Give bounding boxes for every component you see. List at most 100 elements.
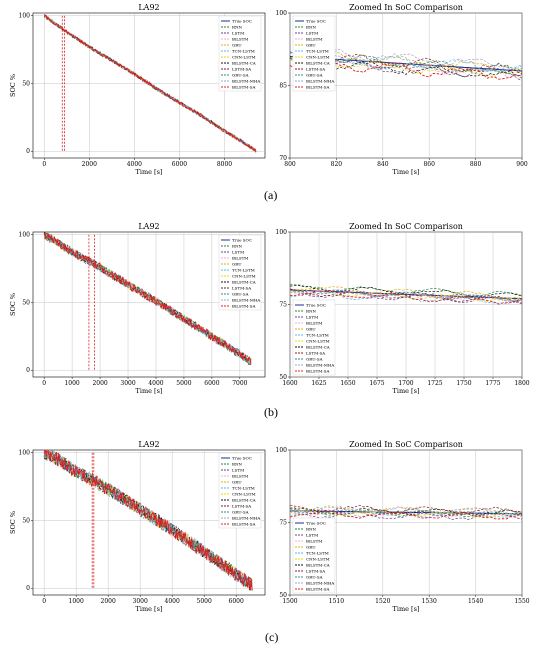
legend-label: BiLSTM-CA	[306, 60, 330, 65]
legend-label: LSTM	[306, 314, 318, 319]
x-tick-label: 1750	[456, 380, 471, 387]
x-tick-label: 4000	[148, 380, 163, 387]
y-tick-label: 50	[22, 299, 30, 306]
x-tick-label: 1000	[64, 380, 79, 387]
legend-label: BiLSTM	[306, 320, 322, 325]
legend-label: RNN	[232, 461, 243, 466]
y-tick-label: 100	[276, 10, 288, 17]
series-line-bilstm-ca	[290, 56, 522, 78]
legend-label: BiLSTM	[306, 36, 322, 41]
x-tick-label: 0	[42, 598, 46, 605]
x-tick-label: 1540	[468, 598, 483, 605]
legend-label: BiLSTM-MHA	[306, 362, 334, 367]
x-tick-label: 7000	[232, 380, 247, 387]
legend-label: BiLSTM-SA	[232, 84, 255, 89]
series-group	[290, 283, 522, 305]
x-axis-label: Time [s]	[393, 168, 420, 176]
legend-label: LSTM-SA	[232, 285, 251, 290]
series-group	[43, 232, 252, 366]
x-tick-label: 1550	[514, 598, 529, 605]
chart-title: Zoomed In SoC Comparison	[349, 3, 463, 12]
legend-label: GRU-SA	[306, 356, 323, 361]
series-line-bilstm-ca	[290, 507, 522, 516]
x-tick-label: 2000	[101, 598, 116, 605]
x-tick-label: 820	[331, 161, 343, 168]
chart-title: LA92	[138, 440, 159, 449]
x-tick-label: 1700	[398, 380, 413, 387]
legend-label: True SOC	[306, 520, 326, 525]
x-tick-label: 840	[377, 161, 389, 168]
x-tick-label: 6000	[172, 161, 187, 168]
legend-label: BiLSTM-SA	[306, 368, 329, 373]
series-line-lstm-sa	[290, 51, 522, 74]
series-line-bilstm-mha	[43, 235, 252, 365]
legend-label: BiLSTM	[232, 473, 248, 478]
x-tick-label: 0	[42, 380, 46, 387]
x-tick-label: 1510	[329, 598, 344, 605]
legend-label: True SOC	[306, 18, 326, 23]
series-line-bilstm-sa	[43, 450, 253, 591]
legend-label: True SOC	[232, 18, 252, 23]
caption-c: (c)	[265, 630, 279, 644]
x-axis-label: Time [s]	[136, 168, 163, 176]
chart-title: Zoomed In SoC Comparison	[349, 222, 463, 231]
legend-label: BiLSTM-MHA	[232, 78, 260, 83]
x-tick-label: 1000	[69, 598, 84, 605]
legend-label: GRU	[232, 261, 242, 266]
series-line-bilstm	[290, 510, 522, 518]
legend-label: BiLSTM	[232, 36, 248, 41]
legend-label: RNN	[232, 243, 243, 248]
legend-label: TCN-LSTM	[306, 48, 329, 53]
series-line-lstm	[290, 55, 522, 81]
x-tick-label: 1625	[311, 380, 326, 387]
y-tick-label: 75	[279, 520, 287, 527]
x-axis-label: Time [s]	[136, 387, 163, 395]
y-tick-label: 100	[19, 232, 31, 239]
x-tick-label: 4000	[165, 598, 180, 605]
series-line-gru	[290, 51, 522, 74]
legend-box	[218, 452, 262, 529]
legend: True SOCRNNLSTMBiLSTMGRUTCN-LSTMCNN-LSTM…	[292, 15, 336, 92]
x-tick-label: 1500	[282, 598, 297, 605]
series-group	[290, 504, 522, 520]
x-tick-label: 2000	[82, 161, 97, 168]
y-axis-label: SOC %	[9, 74, 17, 97]
x-tick-label: 3000	[120, 380, 135, 387]
x-tick-label: 1800	[514, 380, 529, 387]
y-axis-label: SOC %	[9, 511, 17, 534]
legend-label: CNN-LSTM	[306, 54, 330, 59]
series-line-bilstm-mha	[290, 48, 522, 71]
series-line-cnn-lstm	[290, 289, 522, 302]
legend: True SOCRNNLSTMBiLSTMGRUTCN-LSTMCNN-LSTM…	[292, 517, 336, 594]
series-line-lstm-sa	[43, 450, 253, 590]
legend-label: CNN-LSTM	[306, 556, 330, 561]
y-tick-label: 50	[22, 517, 30, 524]
legend-label: TCN-LSTM	[306, 332, 329, 337]
series-line-bilstm-sa	[44, 232, 252, 365]
series-line-rnn	[290, 508, 522, 518]
legend-label: RNN	[306, 308, 317, 313]
x-axis-label: Time [s]	[393, 387, 420, 395]
x-tick-label: 880	[470, 161, 482, 168]
legend-label: BiLSTM-MHA	[306, 78, 334, 83]
series-group	[43, 13, 257, 153]
series-line-bilstm-sa	[290, 289, 522, 305]
legend-label: BiLSTM	[232, 255, 248, 260]
legend-box	[218, 15, 262, 92]
y-tick-label: 100	[19, 450, 31, 457]
series-line-lstm-sa	[43, 14, 257, 153]
chart-a-zoom: 800 820 840 860 880 900 70 85 100 Zoomed In SoC C…	[276, 3, 528, 176]
legend-label: BiLSTM-CA	[232, 279, 256, 284]
x-tick-label: 4000	[127, 161, 142, 168]
x-tick-label: 1675	[369, 380, 384, 387]
chart-b-full: 0 1000 2000 3000 4000 5000 6000 7000 0 50 100 LA92 T…	[9, 222, 266, 395]
legend-label: BiLSTM-MHA	[232, 297, 260, 302]
x-tick-label: 8000	[217, 161, 232, 168]
y-tick-label: 50	[22, 80, 30, 87]
legend-label: BiLSTM	[306, 538, 322, 543]
series-line-gru	[290, 286, 522, 299]
legend-label: BiLSTM-SA	[306, 84, 329, 89]
legend-box	[218, 234, 262, 311]
x-tick-label: 860	[423, 161, 435, 168]
